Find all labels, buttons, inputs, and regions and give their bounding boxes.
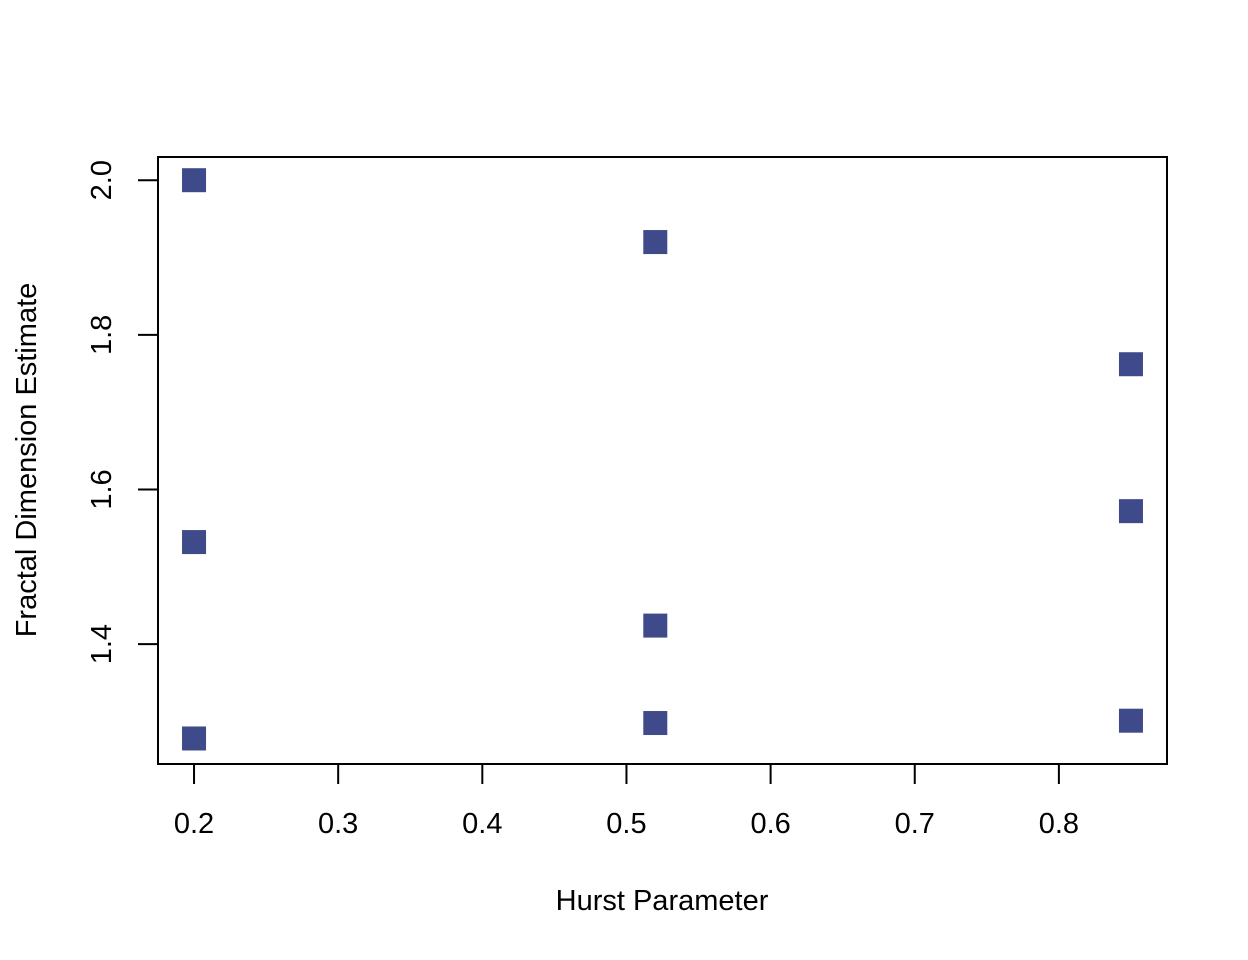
x-tick-label: 0.7 (895, 808, 935, 840)
x-tick-label: 0.2 (174, 808, 214, 840)
y-tick-label: 2.0 (86, 160, 118, 200)
x-axis-title: Hurst Parameter (556, 885, 769, 917)
data-point (643, 613, 668, 638)
data-point (1118, 499, 1143, 524)
data-point (1118, 708, 1143, 733)
y-axis-title: Fractal Dimension Estimate (11, 283, 43, 638)
data-points (182, 168, 1143, 751)
data-point (182, 168, 207, 193)
y-axis: 1.4 1.6 1.8 2.0 (86, 160, 159, 664)
x-tick-label: 0.8 (1039, 808, 1079, 840)
x-tick-label: 0.4 (462, 808, 502, 840)
x-tick-label: 0.3 (318, 808, 358, 840)
data-point (182, 530, 207, 555)
data-point (1118, 352, 1143, 377)
x-axis: 0.2 0.3 0.4 0.5 0.6 0.7 0.8 (174, 763, 1079, 840)
data-point (182, 726, 207, 751)
y-tick-label: 1.4 (86, 624, 118, 664)
data-point (643, 711, 668, 736)
y-tick-label: 1.8 (86, 315, 118, 355)
x-tick-label: 0.6 (750, 808, 790, 840)
y-tick-label: 1.6 (86, 469, 118, 509)
data-point (643, 230, 668, 255)
x-tick-label: 0.5 (606, 808, 646, 840)
